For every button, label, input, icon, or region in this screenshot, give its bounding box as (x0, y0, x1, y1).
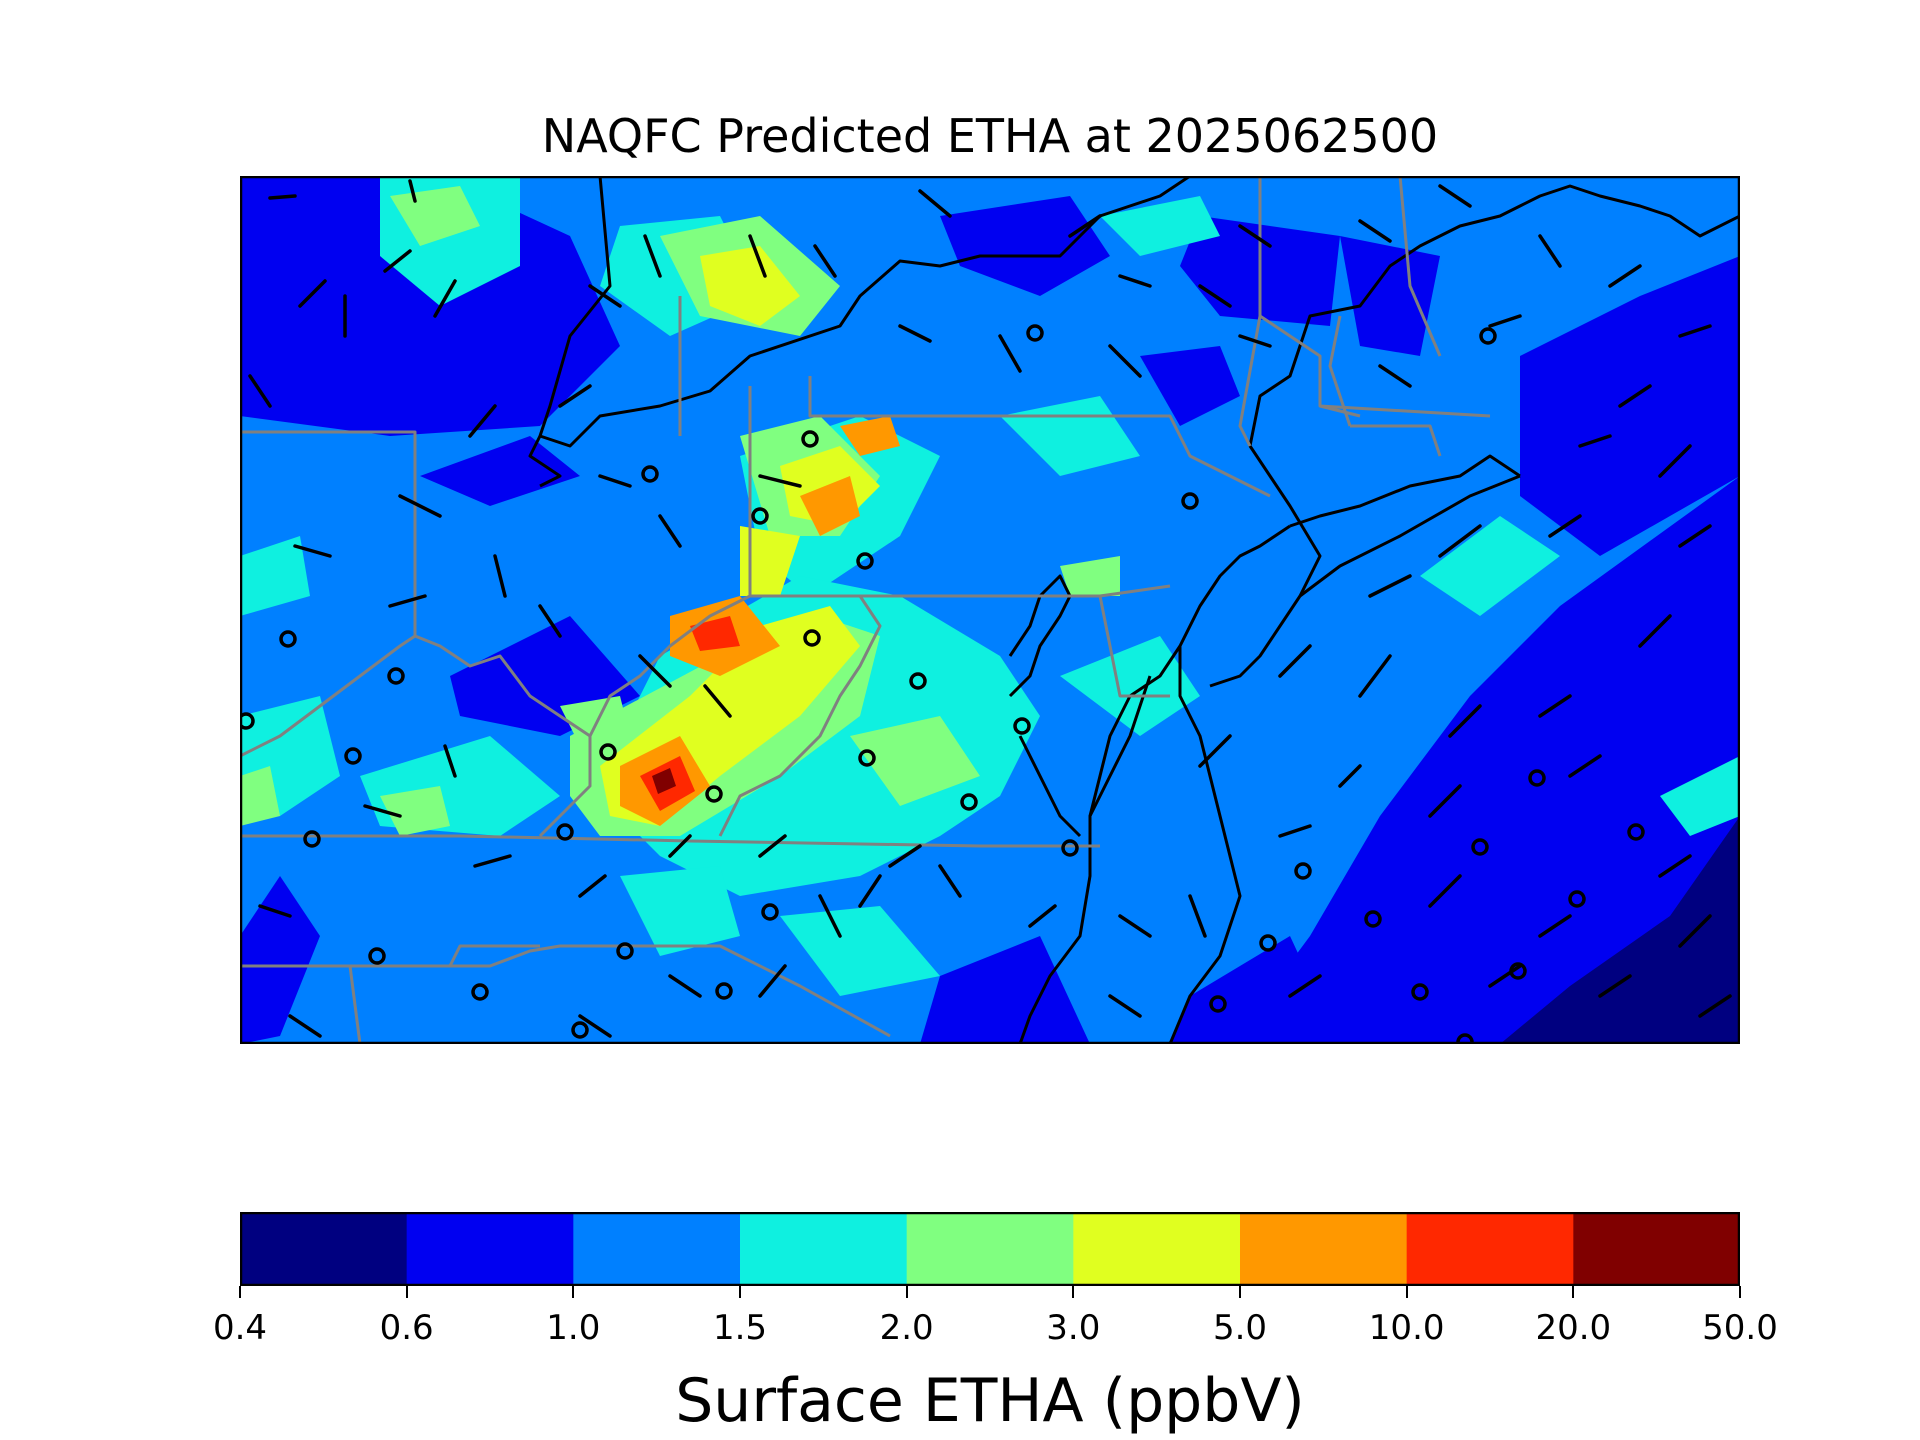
colorbar-tick-mark (739, 1286, 741, 1298)
colorbar-tick-mark (1072, 1286, 1075, 1298)
concentration-map[interactable] (240, 176, 1740, 1044)
coastlines (528, 176, 1740, 1044)
colorbar-swatch-1.0-1.5 (573, 1212, 741, 1286)
colorbar-tick-label: 3.0 (1046, 1308, 1101, 1348)
colorbar-tick-label: 10.0 (1368, 1308, 1445, 1348)
colorbar-tick-label: 1.5 (712, 1308, 768, 1348)
colorbar-swatch-2.0-3.0 (906, 1212, 1074, 1286)
level-5.0-10.0-regions (620, 416, 900, 826)
colorbar-tick-label: 0.4 (212, 1308, 268, 1348)
colorbar-swatch-3.0-5.0 (1073, 1212, 1241, 1286)
wind-barbs (248, 179, 1732, 1038)
colorbar-tick-label: 20.0 (1535, 1308, 1612, 1348)
colorbar-tick-mark (405, 1286, 408, 1298)
colorbar-swatch-0.4-0.6 (240, 1212, 408, 1286)
colorbar-swatch-5.0-10.0 (1240, 1212, 1408, 1286)
colorbar-tick-label: 1.0 (546, 1308, 601, 1348)
colorbar-swatch-10.0-20.0 (1406, 1212, 1574, 1286)
colorbar-swatch-1.5-2.0 (740, 1212, 908, 1286)
colorbar (240, 1212, 1740, 1286)
colorbar-frame (240, 1212, 1740, 1286)
calm-wind-circles (240, 324, 1645, 1044)
colorbar-tick-label: 0.6 (379, 1308, 434, 1348)
colorbar-tick-mark (1739, 1286, 1741, 1298)
colorbar-label: Surface ETHA (ppbV) (675, 1366, 1305, 1436)
colorbar-tick-mark (905, 1286, 908, 1298)
state-borders (240, 176, 1491, 1044)
level-20.0-50.0-regions (652, 768, 676, 794)
colorbar-tick-mark (1239, 1286, 1241, 1298)
colorbar-swatches (240, 1212, 1740, 1286)
map-title: NAQFC Predicted ETHA at 2025062500 (541, 109, 1439, 163)
colorbar-swatch-20.0-50.0 (1573, 1212, 1740, 1286)
colorbar-tick-label: 2.0 (879, 1308, 934, 1348)
map-frame (240, 176, 1740, 1044)
colorbar-tick-label: 50.0 (1702, 1308, 1778, 1348)
colorbar-tick-mark (1572, 1286, 1575, 1298)
colorbar-tick-label: 5.0 (1212, 1308, 1268, 1348)
colorbar-swatch-0.6-1.0 (406, 1212, 574, 1286)
colorbar-tick-mark (1405, 1286, 1408, 1298)
level-0.4-0.6-regions (1500, 816, 1740, 1044)
colorbar-tick-mark (239, 1286, 241, 1298)
map-panel[interactable] (240, 176, 1740, 1044)
colorbar-tick-mark (572, 1286, 575, 1298)
